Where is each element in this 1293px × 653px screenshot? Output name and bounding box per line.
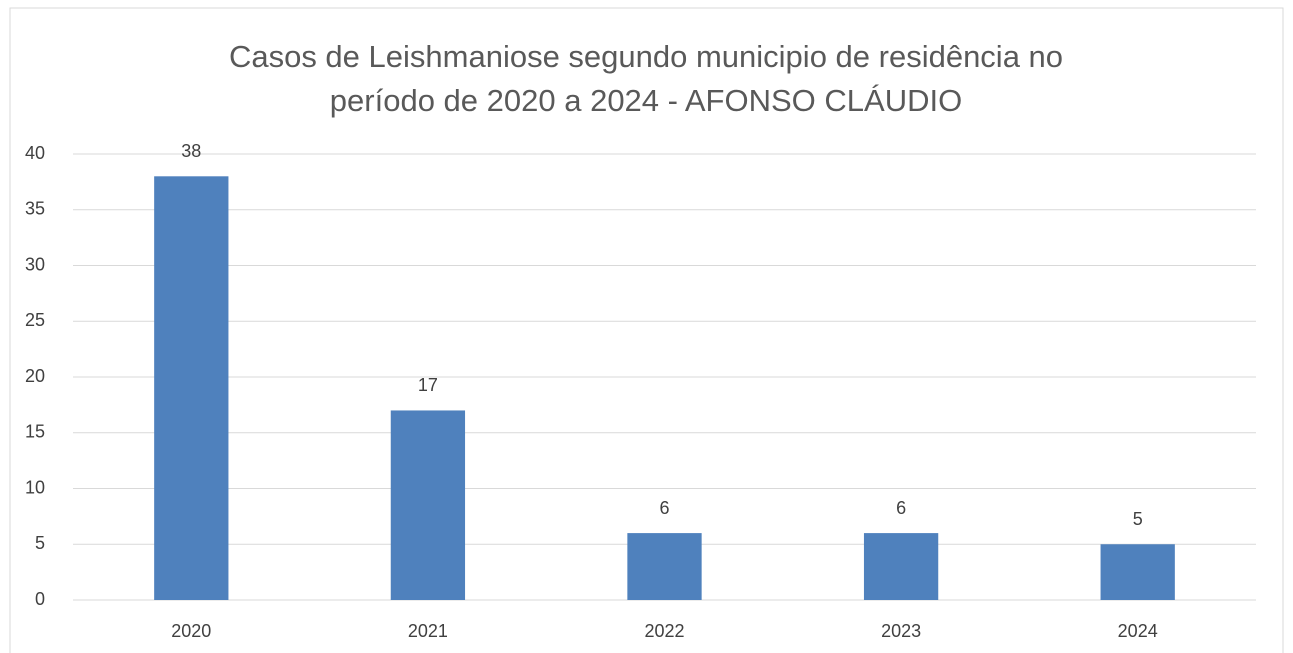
chart-border [9,7,1284,653]
y-tick-label: 30 [25,254,45,274]
y-tick-label: 35 [25,199,45,219]
bar [390,410,466,600]
bar [1100,544,1175,600]
y-tick-label: 5 [35,533,45,553]
x-tick-label: 2021 [408,621,448,641]
x-tick-label: 2024 [1118,621,1158,641]
bar [154,176,229,601]
value-label: 6 [896,498,906,518]
y-tick-label: 0 [35,589,45,609]
y-tick-label: 20 [25,366,45,386]
y-tick-label: 40 [25,143,45,163]
value-label: 5 [1133,509,1143,529]
y-tick-label: 10 [25,477,45,497]
value-label: 38 [181,141,201,161]
y-tick-label: 25 [25,310,45,330]
bar [627,533,702,600]
value-label: 6 [659,498,669,518]
bar [863,533,939,600]
x-tick-label: 2023 [881,621,921,641]
chart-title: Casos de Leishmaniose segundo municipio … [228,39,1064,118]
y-tick-label: 15 [25,422,45,442]
x-tick-label: 2020 [171,621,211,641]
value-label: 17 [418,375,438,395]
x-tick-label: 2022 [644,621,684,641]
